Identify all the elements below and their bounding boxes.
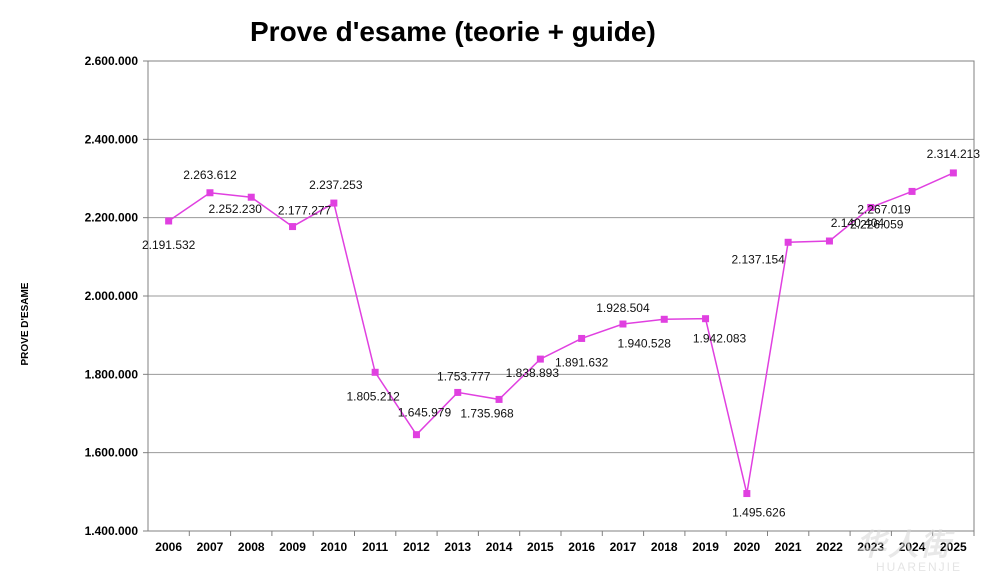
data-label: 2.177.277 — [278, 204, 332, 218]
data-point — [330, 199, 338, 207]
data-label: 2.191.532 — [142, 238, 196, 252]
data-point — [454, 388, 462, 396]
x-tick-label: 2024 — [899, 540, 926, 554]
data-label: 2.137.154 — [731, 252, 785, 266]
data-point — [247, 193, 255, 201]
y-tick-label: 2.400.000 — [85, 132, 139, 146]
watermark-text: HUARENJIE — [876, 560, 963, 574]
data-label: 2.267.019 — [857, 202, 911, 216]
data-label: 2.314.213 — [927, 147, 981, 161]
data-label: 1.805.212 — [346, 389, 400, 403]
data-point — [619, 320, 627, 328]
data-label: 1.753.777 — [437, 369, 491, 383]
data-label: 1.891.632 — [555, 355, 609, 369]
data-label: 1.495.626 — [732, 506, 786, 520]
x-tick-label: 2017 — [610, 540, 637, 554]
data-label: 1.735.968 — [460, 406, 514, 420]
data-label: 1.838.893 — [506, 366, 560, 380]
y-tick-label: 2.200.000 — [85, 211, 139, 225]
x-tick-label: 2022 — [816, 540, 843, 554]
data-label: 1.928.504 — [596, 301, 650, 315]
watermark-logo: 华人街 HUARENJIE — [852, 520, 992, 580]
x-tick-label: 2007 — [197, 540, 224, 554]
x-tick-label: 2008 — [238, 540, 265, 554]
chart-title: Prove d'esame (teorie + guide) — [250, 16, 656, 47]
y-tick-label: 1.800.000 — [85, 367, 139, 381]
x-tick-label: 2018 — [651, 540, 678, 554]
data-label: 1.942.083 — [693, 332, 747, 346]
x-tick-label: 2010 — [320, 540, 347, 554]
data-point — [867, 203, 875, 211]
watermark-glyphs: 华人街 — [856, 529, 952, 562]
data-label: 1.645.979 — [398, 406, 452, 420]
x-tick-label: 2016 — [568, 540, 595, 554]
x-tick-label: 2013 — [444, 540, 471, 554]
data-label: 2.237.253 — [309, 178, 363, 192]
data-point — [536, 355, 544, 363]
x-tick-label: 2011 — [362, 540, 388, 554]
x-tick-label: 2021 — [775, 540, 802, 554]
y-tick-label: 1.600.000 — [85, 446, 139, 460]
data-point — [495, 395, 503, 403]
data-point — [908, 187, 916, 195]
x-tick-label: 2014 — [486, 540, 513, 554]
data-point — [165, 217, 173, 225]
data-point — [702, 315, 710, 323]
x-tick-label: 2012 — [403, 540, 430, 554]
data-point — [660, 315, 668, 323]
x-tick-label: 2006 — [155, 540, 182, 554]
data-point — [371, 368, 379, 376]
x-tick-label: 2015 — [527, 540, 554, 554]
x-tick-label: 2009 — [279, 540, 306, 554]
data-label: 2.226.059 — [850, 217, 904, 231]
data-label: 2.252.230 — [209, 202, 263, 216]
x-tick-label: 2023 — [857, 540, 884, 554]
x-tick-label: 2019 — [692, 540, 719, 554]
data-label: 2.263.612 — [183, 168, 237, 182]
data-point — [289, 223, 297, 231]
data-point — [949, 169, 957, 177]
data-label: 2.140.404 — [831, 216, 885, 230]
series-line — [168, 172, 954, 494]
data-point — [784, 238, 792, 246]
x-tick-label: 2025 — [940, 540, 967, 554]
data-point — [825, 237, 833, 245]
data-point — [743, 490, 751, 498]
y-tick-label: 2.600.000 — [85, 54, 139, 68]
y-tick-label: 2.000.000 — [85, 289, 139, 303]
x-tick-label: 2020 — [733, 540, 760, 554]
data-point — [412, 431, 420, 439]
data-label: 1.940.528 — [618, 336, 672, 350]
data-point — [578, 334, 586, 342]
y-tick-label: 1.400.000 — [85, 524, 139, 538]
data-point — [206, 189, 214, 197]
